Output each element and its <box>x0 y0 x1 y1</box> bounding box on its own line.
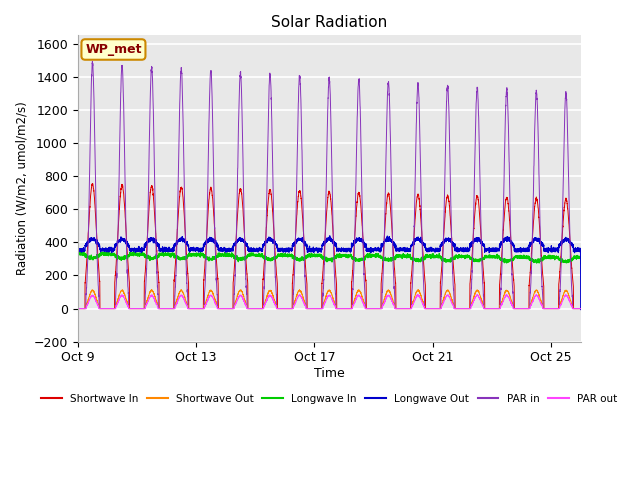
Legend: Shortwave In, Shortwave Out, Longwave In, Longwave Out, PAR in, PAR out: Shortwave In, Shortwave Out, Longwave In… <box>37 390 621 408</box>
Text: WP_met: WP_met <box>85 43 141 56</box>
Title: Solar Radiation: Solar Radiation <box>271 15 387 30</box>
Y-axis label: Radiation (W/m2, umol/m2/s): Radiation (W/m2, umol/m2/s) <box>15 102 28 276</box>
X-axis label: Time: Time <box>314 367 344 380</box>
